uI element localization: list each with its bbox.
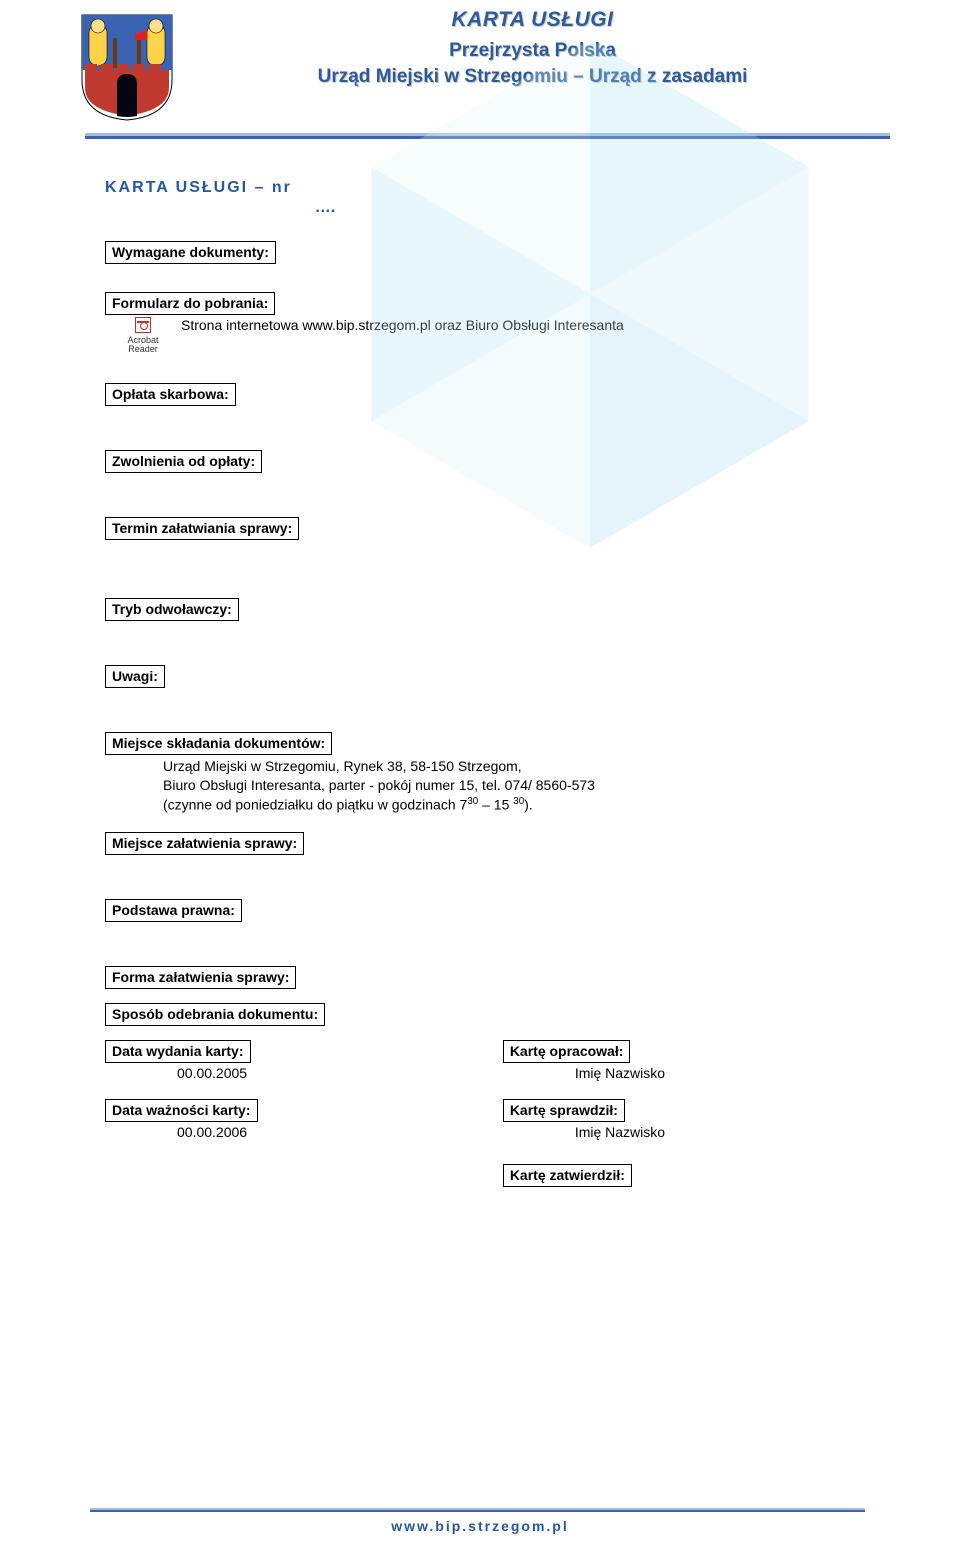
section-term: Termin załatwiania sprawy: [105, 517, 299, 540]
checker-value: Imię Nazwisko [575, 1124, 870, 1140]
approver-label: Kartę zatwierdził: [503, 1164, 632, 1187]
acrobat-reader-label: Acrobat Reader [117, 336, 169, 355]
form-download-text: Strona internetowa www.bip.strzegom.pl o… [181, 317, 624, 333]
author-value: Imię Nazwisko [575, 1065, 870, 1081]
footer-rule [90, 1508, 865, 1512]
header-title: KARTA USŁUGI [195, 8, 870, 32]
section-notes: Uwagi: [105, 665, 165, 688]
card-title: KARTA USŁUGI – nr [105, 179, 870, 197]
section-appeal: Tryb odwoławczy: [105, 598, 239, 621]
header-subtitle: Przejrzysta Polska [195, 40, 870, 62]
submit-address: Urząd Miejski w Strzegomiu, Rynek 38, 58… [163, 757, 870, 814]
section-exemptions: Zwolnienia od opłaty: [105, 450, 262, 473]
pdf-icon [135, 317, 151, 333]
header-rule [85, 133, 890, 139]
section-required-documents: Wymagane dokumenty: [105, 241, 276, 264]
address-line-1: Urząd Miejski w Strzegomiu, Rynek 38, 58… [163, 757, 870, 776]
acrobat-reader-badge: Acrobat Reader [117, 317, 169, 355]
section-form-download: Formularz do pobrania: [105, 292, 275, 315]
author-label: Kartę opracował: [503, 1040, 631, 1063]
issued-date-value: 00.00.2005 [177, 1065, 472, 1081]
valid-date-value: 00.00.2006 [177, 1124, 472, 1140]
section-legal-basis: Podstawa prawna: [105, 899, 242, 922]
section-form-resolution: Forma załatwienia sprawy: [105, 966, 296, 989]
address-line-3: (czynne od poniedziałku do piątku w godz… [163, 795, 870, 815]
section-pickup: Sposób odebrania dokumentu: [105, 1003, 325, 1026]
issued-date-label: Data wydania karty: [105, 1040, 251, 1063]
address-line-2: Biuro Obsługi Interesanta, parter - pokó… [163, 776, 870, 795]
section-resolve-location: Miejsce załatwienia sprawy: [105, 832, 304, 855]
section-submit-location: Miejsce składania dokumentów: [105, 732, 332, 755]
footer-url: www.bip.strzegom.pl [0, 1518, 960, 1534]
valid-date-label: Data ważności karty: [105, 1099, 258, 1122]
city-coat-of-arms [77, 10, 177, 125]
section-fee: Opłata skarbowa: [105, 383, 236, 406]
card-number-dots: …. [285, 199, 365, 217]
header-line: Urząd Miejski w Strzegomiu – Urząd z zas… [195, 66, 870, 88]
checker-label: Kartę sprawdził: [503, 1099, 625, 1122]
